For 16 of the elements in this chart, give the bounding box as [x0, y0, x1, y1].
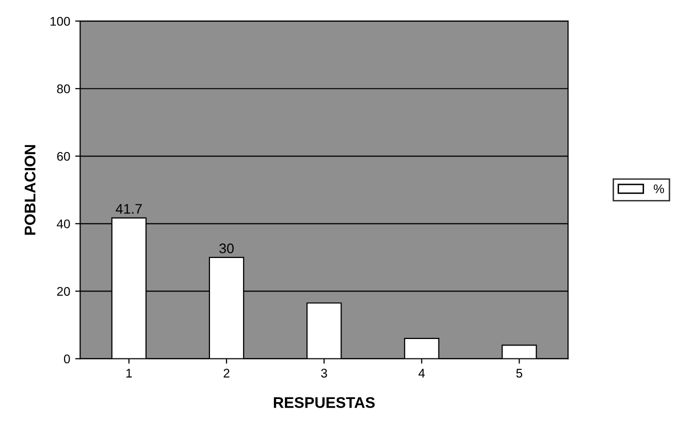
y-axis-title: POBLACION: [24, 145, 36, 235]
y-tick-label: 80: [57, 84, 70, 94]
x-axis-title: RESPUESTAS: [274, 397, 375, 408]
x-tick-label: 3: [321, 368, 328, 378]
x-tick-label: 4: [418, 368, 425, 378]
y-tick-label: 20: [57, 286, 70, 296]
legend-label: %: [654, 184, 664, 194]
y-tick-label: 0: [64, 354, 70, 364]
x-tick-label: 1: [126, 368, 132, 378]
y-tick-label: 40: [56, 219, 70, 228]
x-tick-label: 5: [516, 368, 522, 378]
data-label: 30: [219, 243, 234, 254]
y-tick-label: 100: [50, 16, 70, 26]
y-tick-label: 60: [57, 152, 70, 161]
x-tick-label: 2: [224, 368, 230, 378]
data-label: 41.7: [116, 204, 142, 214]
